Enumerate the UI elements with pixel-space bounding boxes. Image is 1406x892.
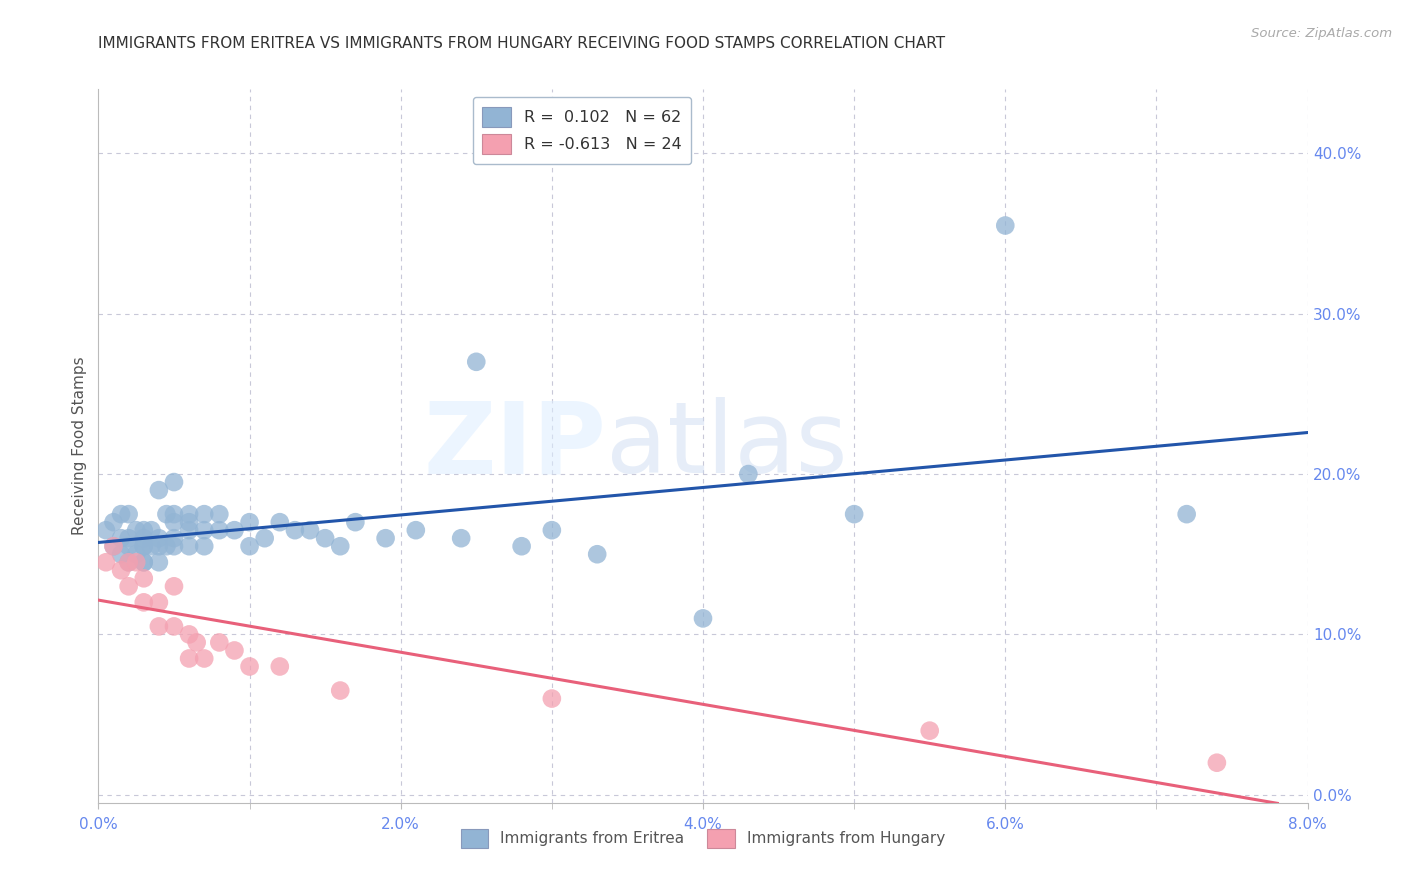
- Point: [118, 555, 141, 569]
- Point: [737, 467, 759, 481]
- Point: [148, 619, 170, 633]
- Point: [344, 515, 367, 529]
- Point: [374, 531, 396, 545]
- Point: [465, 355, 488, 369]
- Point: [94, 523, 117, 537]
- Point: [586, 547, 609, 561]
- Point: [186, 635, 208, 649]
- Point: [224, 523, 246, 537]
- Point: [179, 523, 201, 537]
- Point: [193, 507, 215, 521]
- Point: [239, 515, 262, 529]
- Point: [163, 531, 186, 545]
- Point: [163, 579, 186, 593]
- Point: [208, 507, 231, 521]
- Point: [132, 539, 155, 553]
- Point: [179, 627, 201, 641]
- Point: [163, 515, 186, 529]
- Point: [103, 539, 125, 553]
- Point: [692, 611, 714, 625]
- Point: [110, 547, 132, 561]
- Point: [125, 555, 148, 569]
- Point: [193, 523, 215, 537]
- Point: [163, 539, 186, 553]
- Point: [239, 539, 262, 553]
- Point: [110, 531, 132, 545]
- Point: [132, 555, 155, 569]
- Point: [132, 539, 155, 553]
- Point: [132, 555, 155, 569]
- Text: Source: ZipAtlas.com: Source: ZipAtlas.com: [1251, 27, 1392, 40]
- Point: [118, 531, 141, 545]
- Point: [179, 539, 201, 553]
- Point: [510, 539, 533, 553]
- Point: [103, 515, 125, 529]
- Point: [132, 523, 155, 537]
- Point: [299, 523, 322, 537]
- Point: [148, 555, 170, 569]
- Point: [208, 523, 231, 537]
- Point: [179, 515, 201, 529]
- Point: [450, 531, 472, 545]
- Point: [269, 515, 291, 529]
- Point: [132, 571, 155, 585]
- Point: [163, 475, 186, 489]
- Point: [239, 659, 262, 673]
- Point: [94, 555, 117, 569]
- Point: [141, 539, 163, 553]
- Point: [132, 531, 155, 545]
- Point: [329, 539, 352, 553]
- Text: IMMIGRANTS FROM ERITREA VS IMMIGRANTS FROM HUNGARY RECEIVING FOOD STAMPS CORRELA: IMMIGRANTS FROM ERITREA VS IMMIGRANTS FR…: [98, 36, 946, 51]
- Point: [224, 643, 246, 657]
- Point: [163, 507, 186, 521]
- Point: [132, 595, 155, 609]
- Point: [193, 651, 215, 665]
- Point: [155, 539, 177, 553]
- Point: [541, 691, 564, 706]
- Point: [148, 595, 170, 609]
- Point: [253, 531, 276, 545]
- Point: [329, 683, 352, 698]
- Point: [1175, 507, 1198, 521]
- Point: [103, 539, 125, 553]
- Point: [141, 523, 163, 537]
- Point: [118, 555, 141, 569]
- Point: [314, 531, 336, 545]
- Point: [269, 659, 291, 673]
- Point: [179, 507, 201, 521]
- Point: [541, 523, 564, 537]
- Point: [118, 579, 141, 593]
- Point: [110, 563, 132, 577]
- Point: [994, 219, 1017, 233]
- Point: [148, 539, 170, 553]
- Point: [155, 507, 177, 521]
- Point: [405, 523, 427, 537]
- Point: [118, 539, 141, 553]
- Point: [125, 547, 148, 561]
- Point: [844, 507, 866, 521]
- Point: [110, 507, 132, 521]
- Text: atlas: atlas: [606, 398, 848, 494]
- Point: [179, 651, 201, 665]
- Point: [148, 483, 170, 497]
- Point: [125, 523, 148, 537]
- Point: [163, 619, 186, 633]
- Point: [284, 523, 307, 537]
- Point: [1206, 756, 1229, 770]
- Y-axis label: Receiving Food Stamps: Receiving Food Stamps: [72, 357, 87, 535]
- Point: [118, 507, 141, 521]
- Point: [148, 531, 170, 545]
- Point: [193, 539, 215, 553]
- Legend: Immigrants from Eritrea, Immigrants from Hungary: Immigrants from Eritrea, Immigrants from…: [453, 821, 953, 855]
- Point: [918, 723, 941, 738]
- Point: [208, 635, 231, 649]
- Text: ZIP: ZIP: [423, 398, 606, 494]
